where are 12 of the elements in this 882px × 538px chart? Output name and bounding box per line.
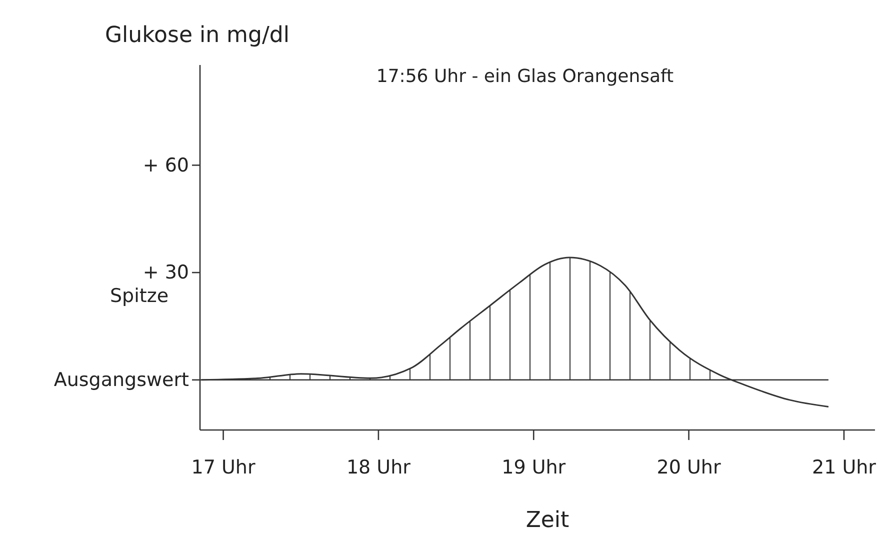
y-axis-title: Glukose in mg/dl — [105, 23, 290, 48]
y-tick-label: + 60 — [142, 154, 189, 176]
x-tick-label: 21 Uhr — [812, 456, 876, 478]
annotation: 17:56 Uhr - ein Glas Orangensaft — [376, 66, 674, 87]
x-tick-label: 18 Uhr — [346, 456, 411, 478]
x-axis-title: Zeit — [526, 508, 570, 533]
x-tick-label: 19 Uhr — [502, 456, 566, 478]
text: Spitze — [110, 285, 169, 307]
y-tick-label: Ausgangswert — [54, 368, 189, 391]
x-tick-label: 20 Uhr — [656, 456, 721, 478]
x-tick-label: 17 Uhr — [191, 456, 256, 478]
y-tick-label: + 30 — [142, 262, 189, 284]
